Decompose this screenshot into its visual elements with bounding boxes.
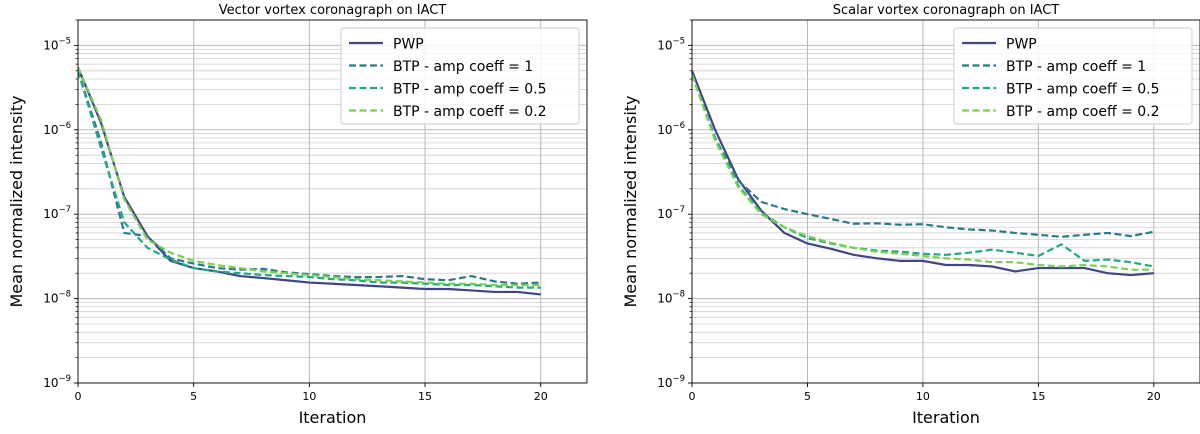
legend-label-1: PWP xyxy=(1006,37,1037,53)
chart-title: Vector vortex coronagraph on IACT xyxy=(219,3,447,18)
series-lines xyxy=(692,70,1155,277)
x-tick-label: 5 xyxy=(190,390,197,403)
y-axis-label: Mean normalized intensity xyxy=(7,95,26,307)
y-tick-label: 10−7 xyxy=(657,205,685,221)
y-tick-label: 10−6 xyxy=(657,121,685,137)
series-lines xyxy=(78,66,541,296)
x-tick-label: 15 xyxy=(418,390,432,403)
series-line-4 xyxy=(692,74,1154,271)
series-line-3 xyxy=(692,74,1155,268)
y-tick-label: 10−6 xyxy=(43,121,71,137)
y-tick-label: 10−7 xyxy=(43,205,71,221)
x-tick-label: 10 xyxy=(302,390,316,403)
x-tick-label: 20 xyxy=(1147,390,1161,403)
y-tick-label: 10−5 xyxy=(43,36,71,52)
x-axis-label: Iteration xyxy=(912,408,980,427)
x-axis-label: Iteration xyxy=(299,408,367,427)
legend-label-2: BTP - amp coeff = 1 xyxy=(393,59,533,75)
legend-box xyxy=(340,27,580,125)
chart-panel-1: 0 5 10 15 20 10−9 10−8 10−7 10−6 10−5 Vector vorte… xyxy=(7,3,588,427)
chart-panel-2: 0 5 10 15 20 10−9 10−8 10−7 10−6 10−5 Scalar vorte… xyxy=(621,3,1200,427)
x-tick-label: 5 xyxy=(804,390,811,403)
series-line-4 xyxy=(78,66,541,287)
legend: PWP BTP - amp coeff = 1 BTP - amp coeff = … xyxy=(953,27,1193,125)
series-line-2 xyxy=(692,74,1155,238)
x-tick-label: 0 xyxy=(75,390,82,403)
y-tick-label: 10−8 xyxy=(43,290,71,306)
y-tick-label: 10−5 xyxy=(657,36,685,52)
axes-frame xyxy=(691,19,1200,384)
legend-label-3: BTP - amp coeff = 0.5 xyxy=(1006,82,1160,98)
y-tick-label: 10−9 xyxy=(43,374,71,390)
y-axis-label: Mean normalized intensity xyxy=(621,95,640,307)
x-tick-label: 20 xyxy=(534,390,548,403)
legend-label-1: PWP xyxy=(393,37,424,53)
series-line-1 xyxy=(692,70,1154,277)
x-tick-label: 0 xyxy=(689,390,696,403)
chart-title: Scalar vortex coronagraph on IACT xyxy=(833,3,1060,18)
x-tick-label: 15 xyxy=(1031,390,1045,403)
legend-label-3: BTP - amp coeff = 0.5 xyxy=(393,82,547,98)
y-tick-label: 10−8 xyxy=(657,290,685,306)
grid-lines xyxy=(78,20,587,383)
legend: PWP BTP - amp coeff = 1 BTP - amp coeff = … xyxy=(340,27,580,125)
x-tick-label: 10 xyxy=(916,390,930,403)
legend-label-4: BTP - amp coeff = 0.2 xyxy=(393,104,547,120)
legend-label-2: BTP - amp coeff = 1 xyxy=(1006,59,1146,75)
legend-box xyxy=(953,27,1193,125)
y-tick-label: 10−9 xyxy=(657,374,685,390)
axes-frame xyxy=(77,19,588,384)
legend-label-4: BTP - amp coeff = 0.2 xyxy=(1006,104,1160,120)
series-line-3 xyxy=(78,70,541,289)
